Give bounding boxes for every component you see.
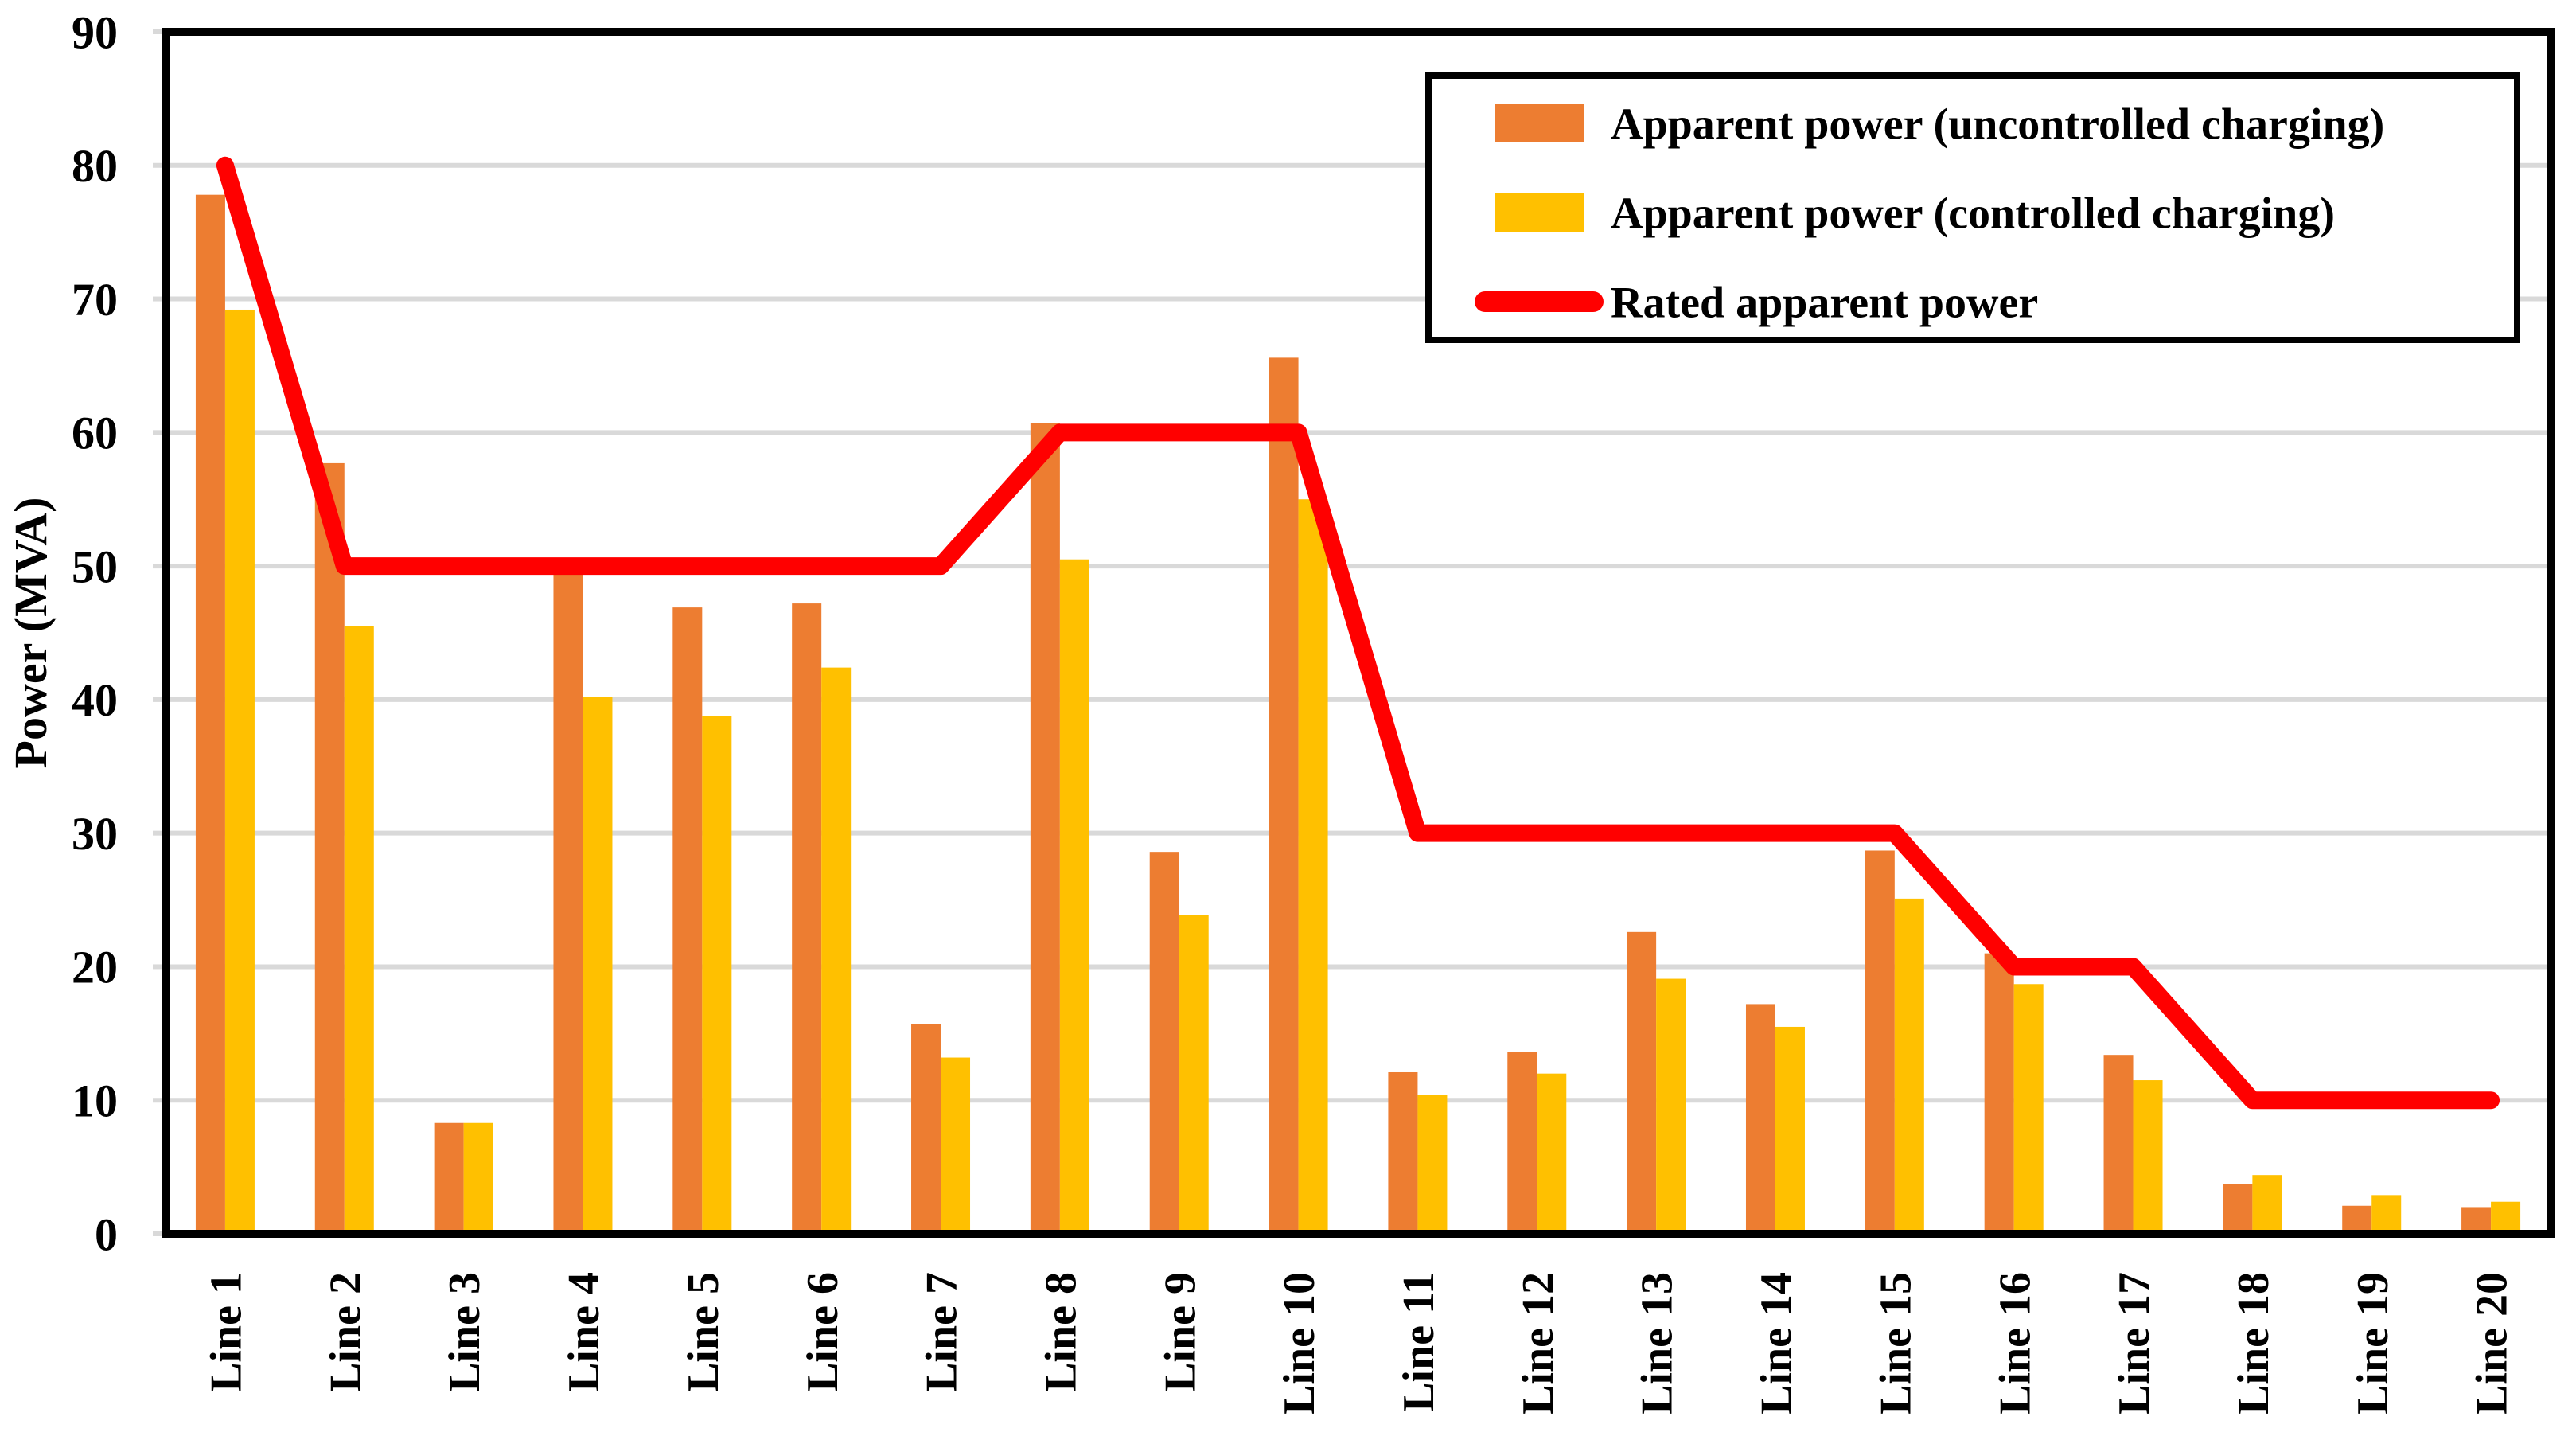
x-axis-labels: Line 1 Line 2 Line 3 Line 4 Line 5 Line 6 Line…: [202, 1272, 2517, 1415]
bar-controlled-4: [583, 697, 613, 1234]
x-label-16: Line 16: [1990, 1272, 2040, 1415]
bar-controlled-7: [941, 1057, 971, 1234]
bar-controlled-3: [463, 1122, 493, 1234]
bar-controlled-17: [2133, 1080, 2163, 1234]
bar-controlled-13: [1656, 978, 1686, 1234]
bar-uncontrolled-3: [434, 1122, 464, 1234]
bar-uncontrolled-2: [314, 462, 345, 1234]
bar-uncontrolled-1: [195, 194, 225, 1235]
y-tick-label-50: 50: [72, 540, 118, 592]
bar-uncontrolled-8: [1030, 423, 1060, 1234]
bar-uncontrolled-10: [1269, 357, 1299, 1234]
bar-controlled-14: [1775, 1026, 1805, 1234]
bar-controlled-1: [224, 309, 255, 1234]
bar-controlled-19: [2371, 1195, 2402, 1234]
y-tick-label-40: 40: [72, 674, 118, 726]
legend-swatch-uncontrolled: [1495, 104, 1584, 142]
bar-controlled-20: [2491, 1201, 2521, 1234]
y-tick-label-30: 30: [72, 808, 118, 860]
bar-uncontrolled-15: [1865, 850, 1895, 1234]
bar-uncontrolled-17: [2103, 1055, 2134, 1234]
y-tick-label-10: 10: [72, 1075, 118, 1127]
legend-label-rated: Rated apparent power: [1611, 279, 2038, 328]
x-label-4: Line 4: [559, 1272, 609, 1392]
y-axis-title: Power (MVA): [5, 498, 57, 769]
x-label-2: Line 2: [321, 1272, 370, 1392]
bar-uncontrolled-19: [2342, 1205, 2372, 1234]
x-label-17: Line 17: [2110, 1272, 2159, 1415]
rated-power-polyline: [216, 156, 2500, 1110]
bar-uncontrolled-13: [1627, 931, 1657, 1234]
x-label-19: Line 19: [2348, 1272, 2398, 1415]
x-label-5: Line 5: [679, 1272, 728, 1392]
y-tick-label-0: 0: [95, 1208, 118, 1260]
x-label-3: Line 3: [440, 1272, 489, 1392]
rated-power-line: [216, 156, 2500, 1110]
legend-box: [1425, 72, 2520, 343]
bar-controlled-11: [1417, 1095, 1448, 1234]
bar-controlled-6: [821, 667, 852, 1234]
y-tick-label-70: 70: [72, 274, 118, 326]
bar-uncontrolled-12: [1507, 1052, 1537, 1234]
bar-controlled-18: [2252, 1175, 2282, 1234]
y-tick-label-60: 60: [72, 408, 118, 459]
legend-label-uncontrolled: Apparent power (uncontrolled charging): [1611, 100, 2384, 150]
x-label-18: Line 18: [2229, 1272, 2278, 1415]
legend-label-controlled: Apparent power (controlled charging): [1611, 189, 2335, 239]
bar-controlled-5: [702, 716, 732, 1234]
x-label-12: Line 12: [1514, 1272, 1563, 1415]
x-label-6: Line 6: [798, 1272, 848, 1392]
bar-uncontrolled-14: [1745, 1004, 1775, 1234]
y-tick-label-20: 20: [72, 942, 118, 993]
x-label-7: Line 7: [918, 1272, 967, 1392]
bar-controlled-8: [1059, 559, 1089, 1234]
x-label-11: Line 11: [1394, 1272, 1444, 1412]
x-label-13: Line 13: [1633, 1272, 1682, 1415]
bar-uncontrolled-16: [1984, 953, 2014, 1234]
bar-controlled-2: [344, 626, 374, 1234]
bar-controlled-15: [1894, 898, 1924, 1234]
x-label-8: Line 8: [1036, 1272, 1085, 1392]
x-label-14: Line 14: [1752, 1272, 1802, 1415]
y-axis-tick-labels: 0 10 20 30 40 50 60 70 80 90: [72, 6, 118, 1260]
x-label-20: Line 20: [2468, 1272, 2517, 1415]
legend: Apparent power (uncontrolled charging) A…: [1425, 72, 2520, 343]
plot-border: [162, 28, 2555, 1238]
y-tick-label-90: 90: [72, 6, 118, 58]
bar-uncontrolled-6: [792, 603, 822, 1234]
bar-uncontrolled-7: [911, 1024, 941, 1234]
legend-swatch-controlled: [1495, 193, 1584, 232]
bar-uncontrolled-9: [1149, 852, 1179, 1234]
x-label-9: Line 9: [1155, 1272, 1205, 1392]
bar-uncontrolled-20: [2461, 1207, 2492, 1234]
y-tick-label-80: 80: [72, 140, 118, 192]
x-label-10: Line 10: [1275, 1272, 1324, 1415]
bar-uncontrolled-5: [672, 607, 703, 1234]
bar-uncontrolled-4: [553, 567, 583, 1234]
bars: [195, 194, 2521, 1235]
bar-controlled-10: [1298, 499, 1328, 1234]
bar-controlled-16: [2013, 984, 2044, 1234]
bar-controlled-12: [1537, 1073, 1567, 1234]
bar-controlled-9: [1179, 915, 1209, 1234]
x-label-1: Line 1: [202, 1272, 251, 1392]
bar-uncontrolled-11: [1388, 1071, 1418, 1234]
bar-uncontrolled-18: [2223, 1184, 2253, 1234]
x-label-15: Line 15: [1871, 1272, 1920, 1415]
